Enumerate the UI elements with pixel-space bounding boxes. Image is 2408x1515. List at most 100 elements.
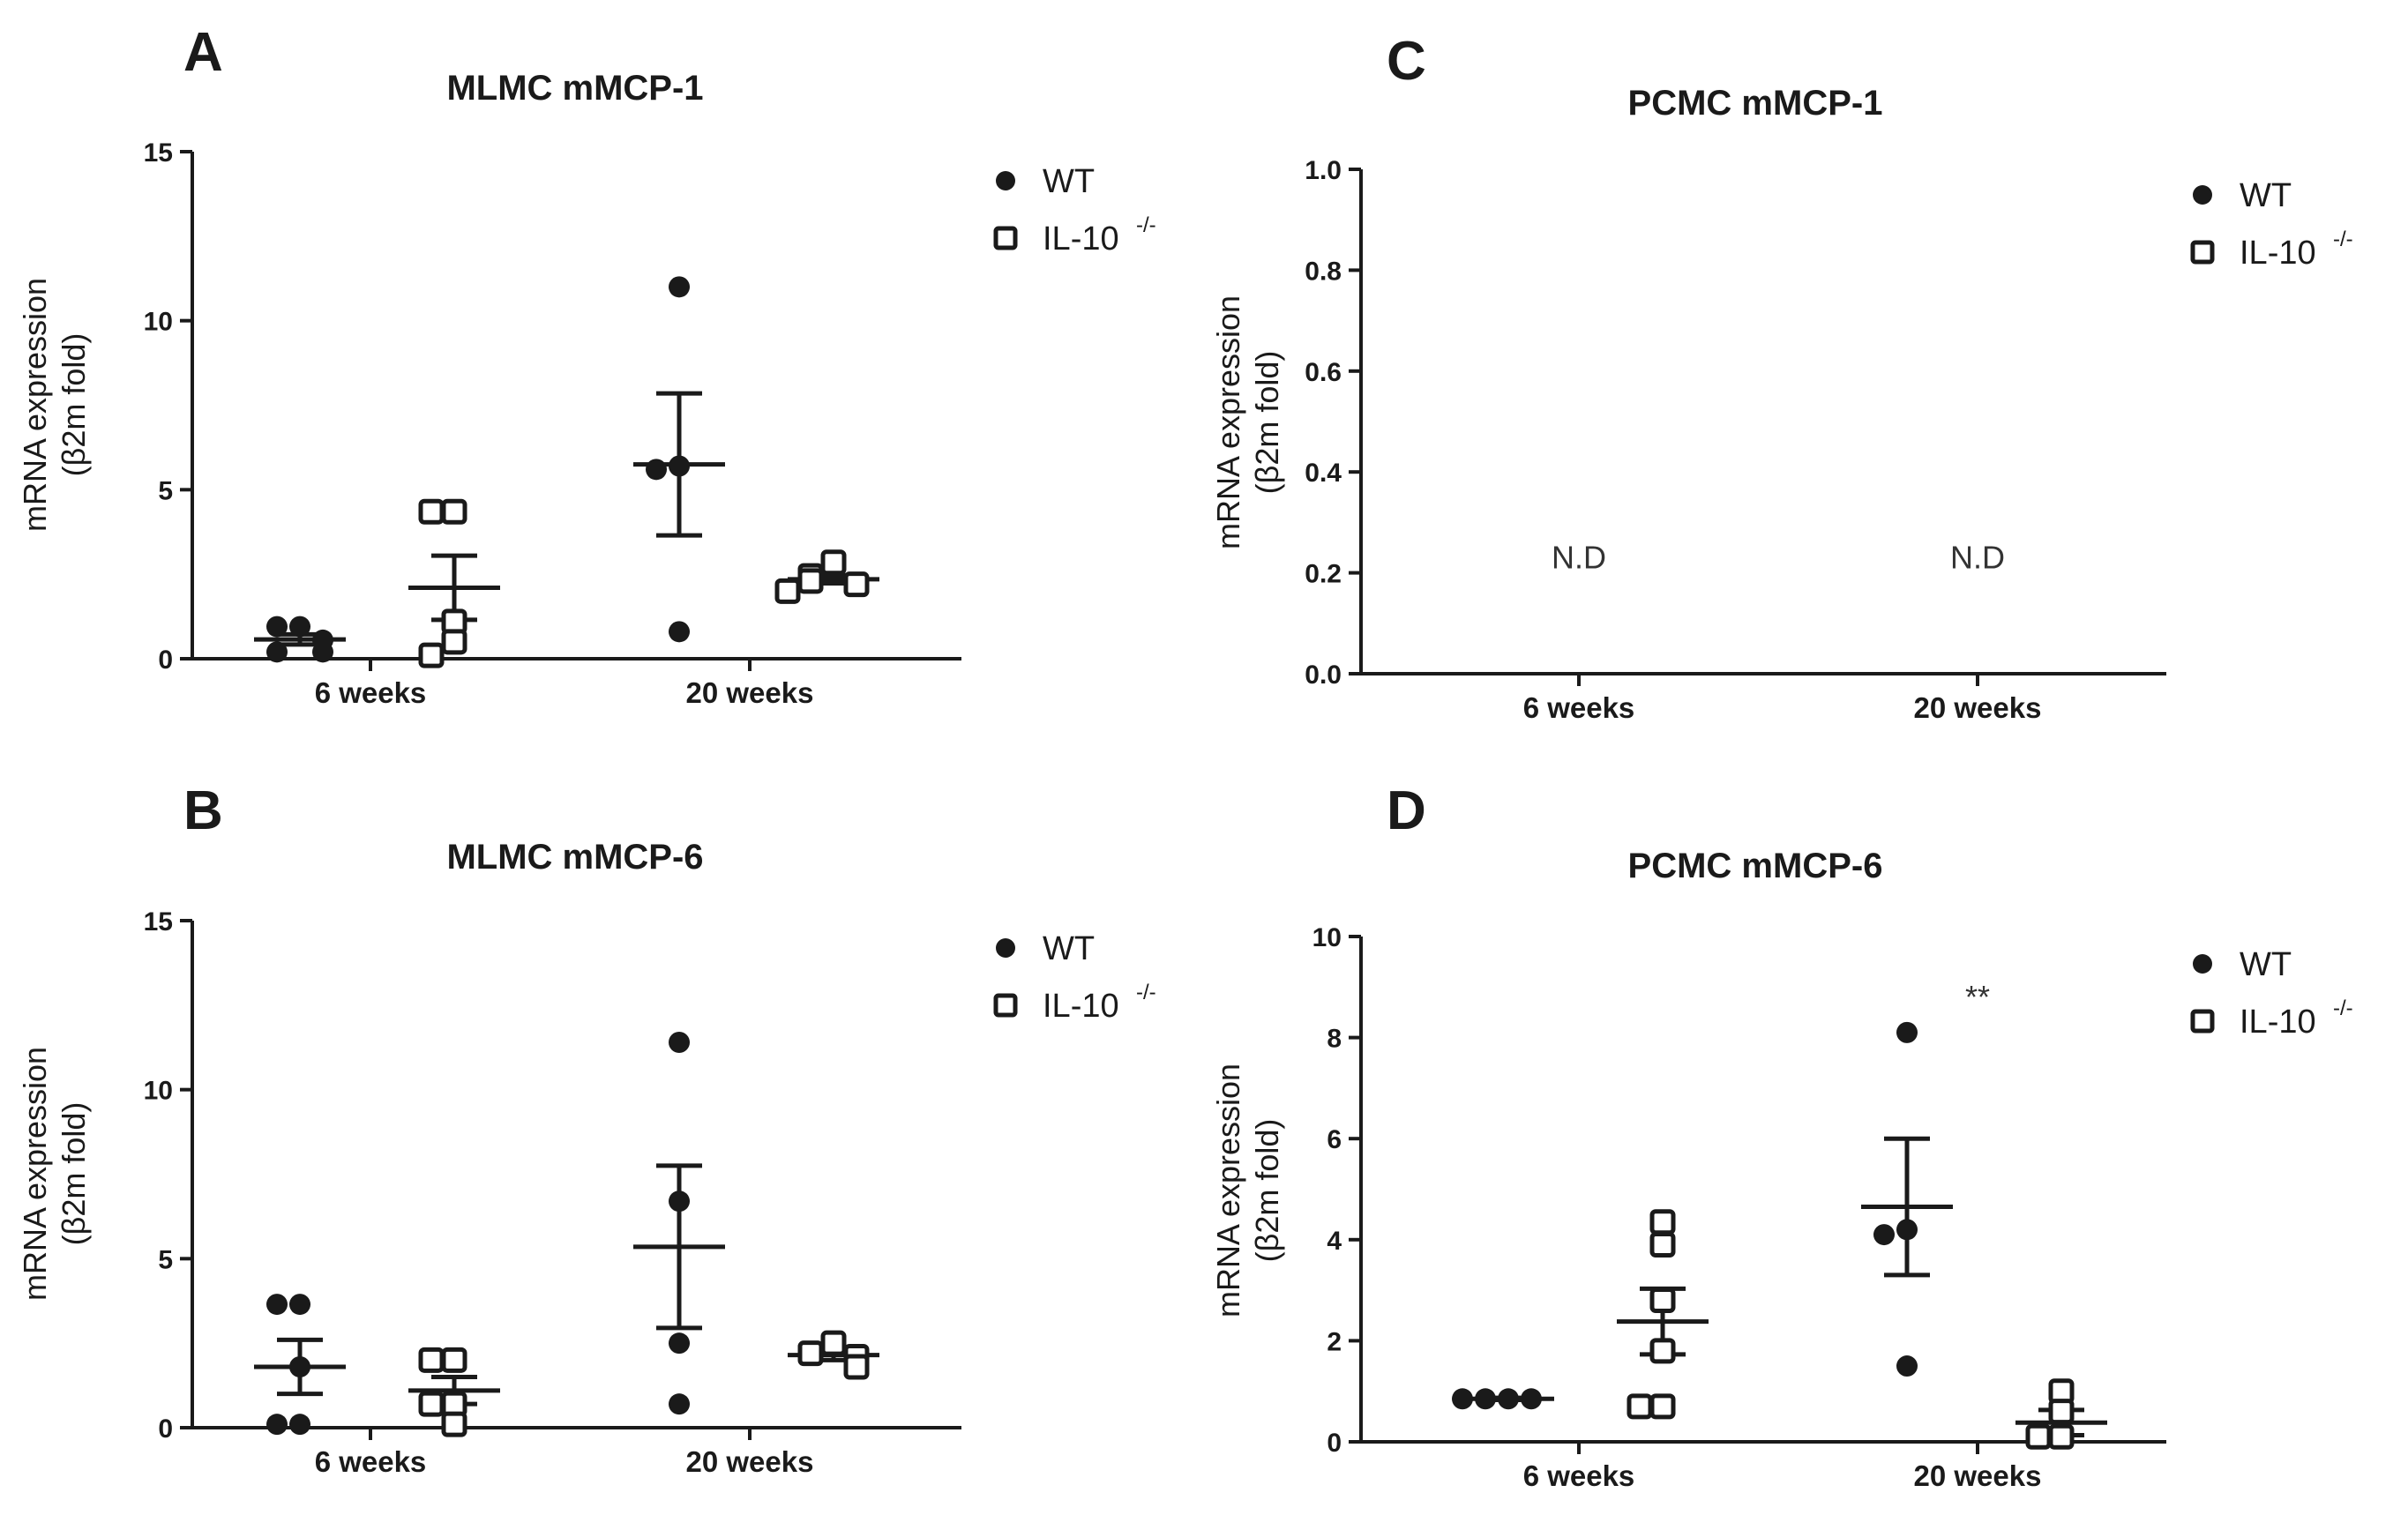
annotation-label: N.D <box>1552 539 1606 575</box>
y-tick-label: 5 <box>158 476 173 505</box>
x-tick-label: 6 weeks <box>315 676 427 709</box>
il10-ko-data-point <box>820 549 847 576</box>
wt-data-point <box>289 1356 310 1377</box>
legend-il10-superscript: -/- <box>2333 996 2353 1020</box>
wt-data-point <box>1896 1355 1918 1377</box>
il10-ko-data-point <box>441 1391 467 1417</box>
legend-il10-label: IL-10 <box>1043 988 1119 1025</box>
wt-data-point <box>1896 1219 1918 1241</box>
y-axis-label-units: (β2m fold) <box>56 333 92 477</box>
y-axis-label: mRNA expression <box>1210 1063 1246 1317</box>
wt-data-point <box>1452 1388 1473 1410</box>
il10-ko-data-point <box>797 1340 824 1367</box>
il10-ko-data-point <box>2025 1423 2052 1450</box>
legend-il10-marker <box>2190 1009 2215 1034</box>
wt-data-point <box>669 1190 690 1213</box>
il10-ko-data-point <box>441 629 467 655</box>
x-tick-label: 20 weeks <box>686 676 814 709</box>
y-axis-label-units: (β2m fold) <box>1249 351 1285 495</box>
wt-data-point <box>646 459 667 481</box>
legend-il10-label: IL-10 <box>1043 220 1119 257</box>
il10-ko-data-point <box>441 498 467 525</box>
chart-panel-b: B MLMC mMCP-6 mRNA expression (β2m fold) 0 5 1… <box>17 780 1156 1478</box>
wt-data-point <box>1873 1224 1895 1246</box>
legend-il10-marker <box>993 226 1018 250</box>
y-tick-label: 5 <box>158 1245 173 1274</box>
y-tick-label: 10 <box>144 1077 173 1106</box>
y-tick-label: 0.2 <box>1305 560 1342 589</box>
legend-wt-label: WT <box>1043 930 1095 967</box>
wt-data-point <box>1521 1388 1542 1410</box>
panel-letter: D <box>1387 780 1426 841</box>
y-tick-label: 10 <box>1312 923 1342 952</box>
legend-il10-label: IL-10 <box>2240 235 2316 272</box>
legend-il10-superscript: -/- <box>1136 981 1156 1004</box>
legend-wt-label: WT <box>2240 177 2292 214</box>
il10-ko-data-point <box>2048 1423 2075 1450</box>
legend-wt-marker <box>2193 185 2212 205</box>
y-tick-label: 2 <box>1327 1327 1342 1356</box>
chart-panel-a: A MLMC mMCP-1 mRNA expression (β2m fold) 0 5 1… <box>17 22 1156 709</box>
panel-title: PCMC mMCP-6 <box>1628 847 1883 885</box>
wt-data-point <box>289 1294 310 1316</box>
il10-ko-data-point <box>1649 1393 1676 1420</box>
il10-ko-data-point <box>1649 1232 1676 1258</box>
wt-data-point <box>669 276 690 298</box>
legend-il10-superscript: -/- <box>2333 228 2353 251</box>
panel-letter: A <box>183 22 223 83</box>
y-tick-label: 0.0 <box>1305 660 1342 690</box>
y-tick-label: 8 <box>1327 1025 1342 1054</box>
x-tick-label: 20 weeks <box>1914 691 2042 724</box>
wt-data-point <box>266 641 288 663</box>
annotation-label: ** <box>1965 979 1990 1015</box>
annotation-label: N.D <box>1950 539 2005 575</box>
legend-wt-marker <box>996 171 1015 190</box>
il10-ko-data-point <box>797 568 824 594</box>
il10-ko-data-point <box>843 1354 870 1380</box>
panel-letter: B <box>183 780 223 841</box>
wt-data-point <box>266 1294 288 1316</box>
y-axis-label-units: (β2m fold) <box>1249 1119 1285 1263</box>
y-tick-label: 1.0 <box>1305 156 1342 185</box>
y-axis-label: mRNA expression <box>17 278 53 532</box>
wt-data-point <box>289 616 310 638</box>
x-tick-label: 20 weeks <box>1914 1459 2042 1492</box>
il10-ko-data-point <box>2048 1378 2075 1405</box>
il10-ko-data-point <box>1627 1393 1653 1420</box>
panel-letter: C <box>1387 31 1426 92</box>
legend-il10-label: IL-10 <box>2240 1004 2316 1041</box>
il10-ko-data-point <box>1649 1338 1676 1364</box>
il10-ko-data-point <box>441 1411 467 1437</box>
y-tick-label: 0.6 <box>1305 358 1342 387</box>
il10-ko-data-point <box>1649 1287 1676 1314</box>
wt-data-point <box>669 1332 690 1355</box>
wt-data-point <box>1475 1388 1496 1410</box>
y-axis-label: mRNA expression <box>17 1047 53 1301</box>
legend-wt-marker <box>2193 954 2212 974</box>
wt-data-point <box>669 1393 690 1415</box>
x-tick-label: 20 weeks <box>686 1445 814 1478</box>
legend-il10-marker <box>993 993 1018 1018</box>
legend-wt-label: WT <box>1043 163 1095 200</box>
il10-ko-data-point <box>2048 1399 2075 1425</box>
legend-wt-label: WT <box>2240 946 2292 983</box>
il10-ko-data-point <box>418 642 445 668</box>
x-tick-label: 6 weeks <box>1523 691 1635 724</box>
il10-ko-data-point <box>418 1347 445 1373</box>
legend-wt-marker <box>996 938 1015 958</box>
y-tick-label: 0.4 <box>1305 459 1342 488</box>
y-axis-label: mRNA expression <box>1210 295 1246 549</box>
panel-title: PCMC mMCP-1 <box>1628 84 1883 123</box>
wt-data-point <box>266 1414 288 1436</box>
il10-ko-data-point <box>441 1347 467 1373</box>
x-tick-label: 6 weeks <box>315 1445 427 1478</box>
chart-panel-d: D PCMC mMCP-6 mRNA expression (β2m fold) 0 2 4… <box>1210 780 2353 1492</box>
y-tick-label: 6 <box>1327 1125 1342 1154</box>
y-tick-label: 0 <box>158 1414 173 1444</box>
panel-title: MLMC mMCP-6 <box>446 838 703 877</box>
il10-ko-data-point <box>774 578 801 604</box>
chart-panel-c: C PCMC mMCP-1 mRNA expression (β2m fold) 0.0… <box>1210 31 2353 724</box>
il10-ko-data-point <box>1649 1209 1676 1235</box>
wt-data-point <box>669 1032 690 1053</box>
